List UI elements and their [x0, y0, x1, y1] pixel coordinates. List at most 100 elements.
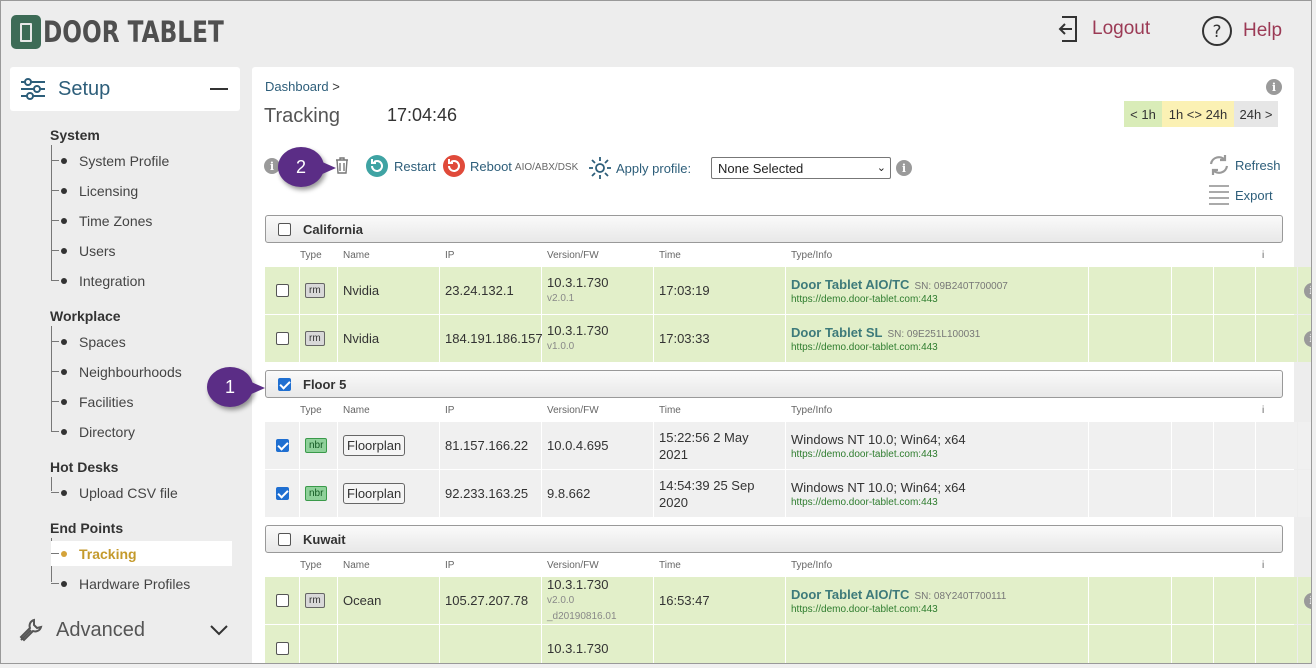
version: 10.3.1.730 — [547, 640, 609, 656]
info-icon[interactable]: i — [1303, 592, 1311, 609]
status-cell — [1130, 470, 1171, 517]
sidebar-item-tracking[interactable]: Tracking — [51, 541, 232, 566]
logout-button[interactable]: Logout — [1058, 15, 1150, 43]
help-label: Help — [1243, 20, 1283, 41]
group-header[interactable]: California — [265, 215, 1283, 243]
range-1h-24h[interactable]: 1h <> 24h — [1162, 101, 1234, 127]
info-icon[interactable]: i — [1266, 79, 1282, 95]
device-type[interactable]: Door Tablet AIO/TC — [791, 586, 910, 602]
firmware-build: _d20190816.01 — [547, 610, 617, 622]
range-under-1h[interactable]: < 1h — [1124, 101, 1162, 127]
apply-profile-button[interactable]: Apply profile: — [588, 156, 691, 180]
ip-address: 92.233.163.25 — [445, 486, 529, 501]
status-cell — [1089, 267, 1130, 314]
device-name[interactable]: Floorplan — [343, 435, 406, 456]
firmware: v1.0.0 — [547, 340, 575, 352]
info-icon[interactable]: i — [264, 158, 280, 174]
table-row[interactable]: nbr Floorplan 81.157.166.22 10.0.4.695 15:22… — [265, 422, 1311, 469]
refresh-button[interactable]: Refresh — [1207, 153, 1281, 177]
status-cell — [1089, 470, 1130, 517]
status-cell — [1130, 267, 1171, 314]
reboot-button[interactable]: Reboot AIO/ABX/DSK — [442, 154, 578, 178]
annotation-badge-1: 1 — [207, 367, 265, 407]
col-ip: IP — [445, 560, 455, 571]
status-cell — [1214, 315, 1255, 362]
sidebar-item-neighbourhoods[interactable]: Neighbourhoods — [51, 359, 232, 384]
export-button[interactable]: Export — [1207, 183, 1273, 207]
collapse-icon[interactable] — [210, 88, 228, 90]
profile-select[interactable]: None Selected ⌄ — [711, 157, 891, 179]
page-title: Tracking — [264, 105, 340, 127]
column-header-row: Type Name IP Version/FW Time Type/Info i — [265, 555, 1283, 575]
group-checkbox[interactable] — [278, 532, 291, 546]
type-tag: nbr — [305, 438, 328, 453]
table-row[interactable]: 10.3.1.730 — [265, 625, 1311, 663]
group-header[interactable]: Floor 5 — [265, 370, 1283, 398]
device-type: Windows NT 10.0; Win64; x64 — [791, 479, 966, 495]
status-cell — [1172, 625, 1213, 663]
sidebar-item-upload-csv[interactable]: Upload CSV file — [51, 480, 232, 505]
table-row[interactable]: rm Ocean 105.27.207.78 10.3.1.730 v2.0.0 _d20… — [265, 577, 1311, 624]
info-icon[interactable]: i — [1303, 282, 1311, 299]
ip-address: 23.24.132.1 — [445, 283, 514, 298]
device-type[interactable]: Door Tablet SL — [791, 324, 883, 340]
info-icon[interactable]: i — [1303, 330, 1311, 347]
sidebar-item-spaces[interactable]: Spaces — [51, 329, 232, 354]
sidebar-item-facilities[interactable]: Facilities — [51, 389, 232, 414]
col-version: Version/FW — [547, 250, 599, 261]
table-row[interactable]: nbr Floorplan 92.233.163.25 9.8.662 14:54:39… — [265, 470, 1311, 517]
device-name[interactable]: Floorplan — [343, 483, 406, 504]
delete-button[interactable] — [334, 156, 350, 174]
type-tag: rm — [305, 283, 325, 298]
col-time: Time — [659, 560, 681, 571]
status-cell — [1256, 470, 1297, 517]
row-checkbox[interactable] — [275, 487, 289, 500]
device-url[interactable]: https://demo.door-tablet.com:443 — [791, 448, 938, 460]
status-cell — [1130, 577, 1171, 624]
group-header[interactable]: Kuwait — [265, 525, 1283, 553]
group-name: Kuwait — [303, 531, 346, 547]
logout-icon — [1058, 16, 1077, 42]
device-url[interactable]: https://demo.door-tablet.com:443 — [791, 293, 938, 305]
status-cell — [1256, 422, 1297, 469]
row-checkbox[interactable] — [275, 284, 289, 297]
serial-number: SN: 09B240T700007 — [914, 280, 1008, 292]
version: 10.3.1.730 — [547, 322, 609, 338]
row-checkbox[interactable] — [275, 594, 289, 607]
sidebar-item-time-zones[interactable]: Time Zones — [51, 208, 232, 233]
group-checkbox[interactable] — [278, 222, 291, 236]
column-header-row: Type Name IP Version/FW Time Type/Info i — [265, 400, 1283, 420]
setup-label: Setup — [58, 77, 111, 100]
help-button[interactable]: ? Help — [1201, 15, 1282, 47]
sidebar-item-users[interactable]: Users — [51, 238, 232, 263]
sidebar-item-directory[interactable]: Directory — [51, 419, 232, 444]
setup-menu[interactable]: Setup — [10, 67, 240, 111]
table-row[interactable]: rm Nvidia 23.24.132.1 10.3.1.730 v2.0.1 17:03… — [265, 267, 1311, 314]
breadcrumb-dashboard[interactable]: Dashboard — [265, 79, 329, 94]
advanced-menu[interactable]: Advanced — [18, 617, 233, 643]
device-url[interactable]: https://demo.door-tablet.com:443 — [791, 496, 938, 508]
col-version: Version/FW — [547, 405, 599, 416]
row-checkbox[interactable] — [275, 439, 289, 452]
col-version: Version/FW — [547, 560, 599, 571]
group-checkbox[interactable] — [278, 377, 291, 391]
device-type[interactable]: Door Tablet AIO/TC — [791, 276, 910, 292]
row-checkbox[interactable] — [275, 642, 289, 655]
sidebar-item-integration[interactable]: Integration — [51, 268, 232, 293]
device-url[interactable]: https://demo.door-tablet.com:443 — [791, 341, 938, 353]
row-checkbox[interactable] — [275, 332, 289, 345]
main-panel: Dashboard > i Tracking 17:04:46 < 1h 1h … — [252, 67, 1311, 663]
sidebar-item-licensing[interactable]: Licensing — [51, 178, 232, 203]
col-typeinfo: Type/Info — [791, 250, 833, 261]
sidebar-item-system-profile[interactable]: System Profile — [51, 148, 232, 173]
table-row[interactable]: rm Nvidia 184.191.186.157 10.3.1.730 v1.0.0 1… — [265, 315, 1311, 362]
info-icon[interactable]: i — [896, 160, 912, 176]
sidebar-item-hardware-profiles[interactable]: Hardware Profiles — [51, 571, 232, 596]
device-url[interactable]: https://demo.door-tablet.com:443 — [791, 603, 938, 615]
col-typeinfo: Type/Info — [791, 560, 833, 571]
col-name: Name — [343, 405, 370, 416]
status-cell — [1172, 267, 1213, 314]
restart-button[interactable]: Restart — [365, 154, 436, 178]
range-over-24h[interactable]: 24h > — [1234, 101, 1278, 127]
